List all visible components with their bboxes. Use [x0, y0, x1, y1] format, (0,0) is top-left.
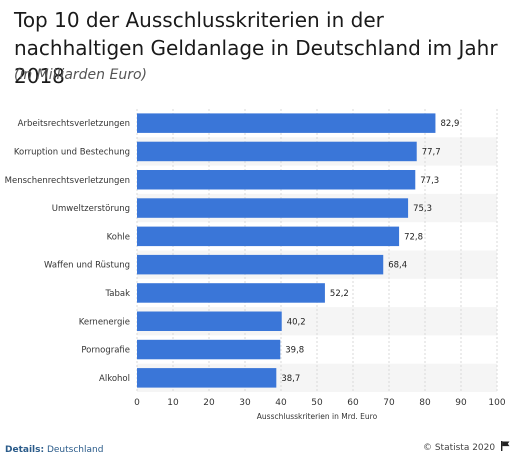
- x-tick-label: 30: [239, 398, 251, 408]
- data-label: 39,8: [285, 346, 304, 356]
- x-tick-label: 10: [167, 398, 179, 408]
- bar: [137, 198, 409, 218]
- x-tick-label: 80: [419, 398, 431, 408]
- source-text: © Statista 2020: [422, 443, 496, 453]
- x-tick-label: 90: [455, 398, 467, 408]
- details-label: Details:: [5, 445, 45, 455]
- category-label: Pornografie: [81, 346, 130, 356]
- bar: [137, 226, 400, 247]
- details-value: Deutschland: [46, 445, 104, 455]
- data-label: 52,2: [330, 289, 349, 299]
- bar-chart: Arbeitsrechtsverletzungen Korruption und …: [5, 109, 506, 421]
- data-label: 77,3: [420, 176, 439, 186]
- category-labels: Arbeitsrechtsverletzungen Korruption und …: [5, 119, 130, 384]
- x-tick-label: 50: [311, 398, 323, 408]
- category-label: Kernenergie: [79, 317, 130, 327]
- value-labels: 82,9 77,7 77,3 75,3 72,8 68,4 52,2 40,2 39,8 38,7: [281, 119, 459, 384]
- category-label: Arbeitsrechtsverletzungen: [18, 119, 130, 129]
- category-label: Korruption und Bestechung: [14, 147, 130, 157]
- bar: [137, 339, 281, 360]
- x-tick-labels: 0 10 20 30 40 50 60 70 80 90 100: [134, 398, 506, 408]
- bar: [137, 141, 417, 162]
- category-label: Alkohol: [99, 374, 130, 384]
- data-label: 77,7: [422, 147, 441, 157]
- data-label: 68,4: [388, 261, 407, 271]
- x-tick-label: 100: [488, 398, 505, 408]
- data-label: 40,2: [287, 317, 306, 327]
- x-tick-label: 0: [134, 398, 140, 408]
- category-label: Waffen und Rüstung: [44, 261, 130, 271]
- category-label: Umweltzerstörung: [52, 204, 130, 214]
- x-axis-title: Ausschlusskriterien in Mrd. Euro: [257, 412, 378, 421]
- footer-details[interactable]: Details: Deutschland: [5, 445, 103, 455]
- data-label: 72,8: [404, 232, 423, 242]
- bar: [137, 368, 277, 388]
- category-label: Tabak: [104, 289, 130, 299]
- category-label: Menschenrechtsverletzungen: [5, 176, 130, 186]
- footer-source[interactable]: © Statista 2020: [423, 441, 510, 453]
- x-tick-label: 60: [347, 398, 359, 408]
- data-label: 38,7: [281, 374, 300, 384]
- bar: [137, 170, 416, 190]
- bars: [137, 113, 436, 388]
- chart-subtitle: (in Milliarden Euro): [14, 67, 147, 83]
- chart-title: Top 10 der Ausschlusskriterien in der na…: [14, 8, 498, 88]
- data-label: 75,3: [413, 204, 432, 214]
- category-label: Kohle: [107, 232, 130, 242]
- data-label: 82,9: [440, 119, 459, 129]
- flag-icon: [501, 441, 510, 451]
- bar: [137, 254, 384, 275]
- x-tick-label: 20: [203, 398, 215, 408]
- x-tick-label: 70: [383, 398, 395, 408]
- x-tick-label: 40: [275, 398, 287, 408]
- bar: [137, 113, 436, 133]
- gridlines: [136, 109, 498, 392]
- bar: [137, 283, 325, 303]
- bar: [137, 311, 282, 331]
